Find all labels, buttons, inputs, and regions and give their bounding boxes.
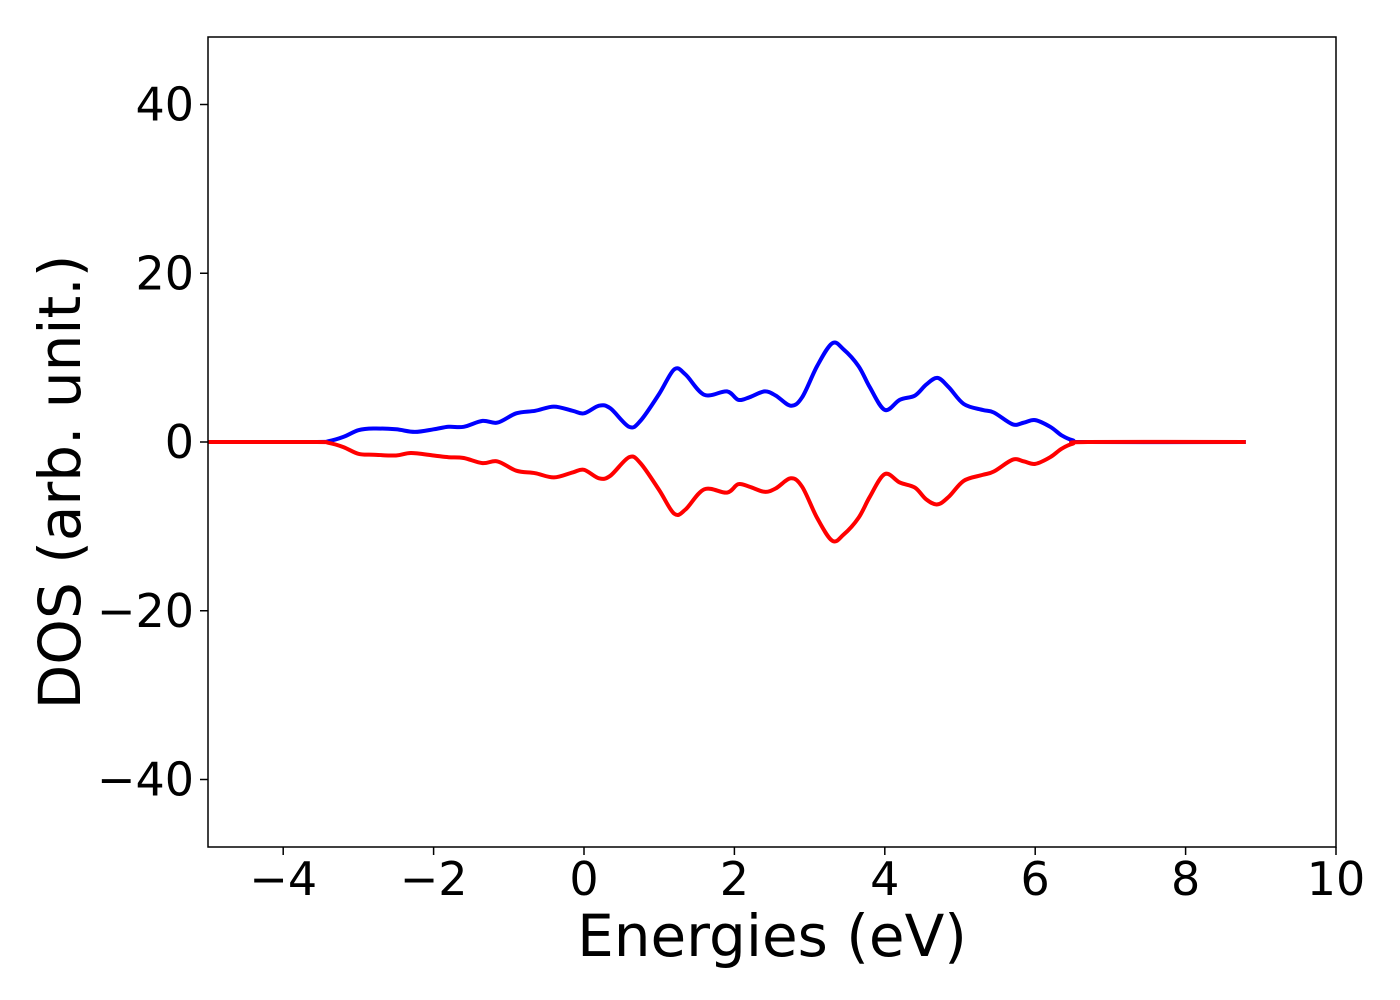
y-tick-label: 20 — [135, 246, 194, 300]
x-tick-label: 0 — [569, 852, 598, 906]
x-tick-label: −2 — [400, 852, 468, 906]
x-tick-label: −4 — [249, 852, 317, 906]
y-tick-label: −40 — [97, 753, 194, 807]
x-tick-label: 4 — [870, 852, 899, 906]
x-tick-label: 2 — [720, 852, 749, 906]
x-tick-label: 6 — [1021, 852, 1050, 906]
x-tick-label: 10 — [1307, 852, 1366, 906]
y-axis-ticks: 40 20 0 −20 −40 — [97, 78, 208, 807]
y-axis-label: DOS (arb. unit.) — [26, 255, 94, 710]
y-tick-label: 0 — [165, 415, 194, 469]
plot-area — [207, 340, 1246, 544]
x-axis-ticks: −4 −2 0 2 4 6 8 10 — [249, 847, 1365, 906]
x-axis-label: Energies (eV) — [577, 902, 967, 970]
y-tick-label: 40 — [135, 78, 194, 132]
series-line-1 — [207, 340, 1246, 445]
x-tick-label: 8 — [1171, 852, 1200, 906]
series-line-2 — [207, 439, 1246, 544]
y-tick-label: −20 — [97, 584, 194, 638]
